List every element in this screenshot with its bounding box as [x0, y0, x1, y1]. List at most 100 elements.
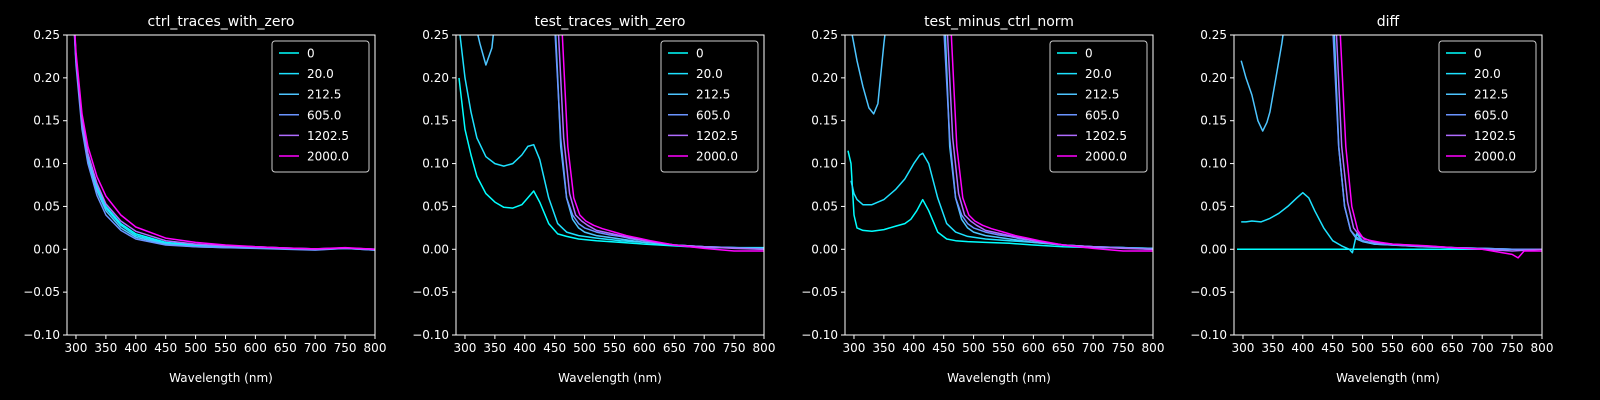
- y-tick-label: −0.10: [412, 328, 449, 342]
- axes-frame: [66, 34, 376, 336]
- legend-label: 1202.5: [696, 129, 738, 143]
- x-tick-label: 700: [1471, 341, 1494, 355]
- x-tick-label: 800: [1142, 341, 1165, 355]
- legend-label: 212.5: [307, 88, 341, 102]
- legend-label: 605.0: [696, 108, 730, 122]
- chart-panel-3: 300 350 400 450 500 550 600 650 700 750 800 −0.10 −0…: [801, 14, 1165, 385]
- y-tick-label: 0.05: [811, 199, 838, 213]
- y-tick-label: −0.10: [801, 328, 838, 342]
- y-tick-label: −0.10: [23, 328, 60, 342]
- x-tick-label: 450: [154, 341, 177, 355]
- x-tick-label: 300: [1232, 341, 1255, 355]
- legend: 0 20.0 212.5 605.0 1202.5 2000.0: [660, 40, 759, 173]
- series-line-4: [73, 35, 375, 251]
- legend-label: 605.0: [307, 108, 341, 122]
- x-tick-label: 350: [94, 341, 117, 355]
- chart-panel-1: 300 350 400 450 500 550 600 650 700 750 800 −0.10 −0…: [23, 14, 387, 385]
- x-tick-label: 550: [603, 341, 626, 355]
- x-tick-label: 800: [753, 341, 776, 355]
- x-axis-label: Wavelength (nm): [558, 371, 662, 385]
- y-tick-label: 0.00: [422, 242, 449, 256]
- y-tick-label: −0.10: [1190, 328, 1227, 342]
- plot-area: [1237, 35, 1542, 259]
- legend-label: 0: [1085, 47, 1093, 61]
- x-tick-label: 400: [124, 341, 147, 355]
- y-tick-label: 0.25: [811, 28, 838, 42]
- legend-label: 212.5: [1474, 88, 1508, 102]
- legend-label: 2000.0: [696, 150, 738, 164]
- chart-title: diff: [1377, 14, 1400, 30]
- x-tick-label: 300: [454, 341, 477, 355]
- x-tick-label: 600: [633, 341, 656, 355]
- series-line-5: [946, 35, 1153, 251]
- x-tick-label: 700: [1082, 341, 1105, 355]
- x-tick-label: 800: [1531, 341, 1554, 355]
- legend-label: 605.0: [1085, 108, 1119, 122]
- legend-label: 20.0: [696, 67, 723, 81]
- x-tick-label: 750: [1112, 341, 1135, 355]
- y-tick-label: 0.25: [422, 28, 449, 42]
- axes-frame: [1233, 34, 1543, 336]
- legend: 0 20.0 212.5 605.0 1202.5 2000.0: [271, 40, 370, 173]
- x-tick-label: 600: [1022, 341, 1045, 355]
- x-tick-label: 750: [723, 341, 746, 355]
- y-tick-label: 0.00: [811, 242, 838, 256]
- x-tick-label: 550: [992, 341, 1015, 355]
- legend-label: 2000.0: [1474, 150, 1516, 164]
- y-tick-label: −0.05: [23, 285, 60, 299]
- x-tick-label: 800: [364, 341, 387, 355]
- legend: 0 20.0 212.5 605.0 1202.5 2000.0: [1438, 40, 1537, 173]
- x-tick-label: 650: [274, 341, 297, 355]
- y-tick-label: −0.05: [1190, 285, 1227, 299]
- chart-title: test_minus_ctrl_norm: [924, 14, 1074, 30]
- chart-title: test_traces_with_zero: [535, 14, 686, 30]
- plot-area: [73, 35, 375, 251]
- series-line-5: [557, 35, 764, 251]
- series-line-1: [458, 77, 764, 250]
- x-tick-label: 450: [543, 341, 566, 355]
- legend-label: 605.0: [1474, 108, 1508, 122]
- x-tick-label: 700: [693, 341, 716, 355]
- x-tick-label: 700: [304, 341, 327, 355]
- x-tick-label: 350: [1261, 341, 1284, 355]
- y-tick-label: 0.00: [1200, 242, 1227, 256]
- chart-panel-4: 300 350 400 450 500 550 600 650 700 750 800 −0.10 −0…: [1190, 14, 1554, 385]
- series-line-6: [950, 35, 1153, 252]
- legend-label: 1202.5: [1085, 129, 1127, 143]
- x-tick-label: 400: [513, 341, 536, 355]
- y-tick-label: 0.10: [422, 157, 449, 171]
- series-line-1: [847, 150, 1153, 251]
- x-tick-label: 650: [1441, 341, 1464, 355]
- x-tick-label: 600: [244, 341, 267, 355]
- y-tick-label: −0.05: [412, 285, 449, 299]
- plot-area: [847, 35, 1153, 252]
- x-tick-label: 400: [1291, 341, 1314, 355]
- y-tick-label: 0.20: [1200, 71, 1227, 85]
- x-tick-label: 350: [872, 341, 895, 355]
- x-tick-label: 300: [65, 341, 88, 355]
- legend: 0 20.0 212.5 605.0 1202.5 2000.0: [1049, 40, 1148, 173]
- y-tick-label: 0.25: [33, 28, 60, 42]
- y-tick-label: 0.15: [811, 114, 838, 128]
- y-tick-label: 0.20: [33, 71, 60, 85]
- legend-label: 2000.0: [307, 150, 349, 164]
- y-tick-label: 0.05: [422, 199, 449, 213]
- x-tick-label: 650: [663, 341, 686, 355]
- x-tick-label: 650: [1052, 341, 1075, 355]
- plot-area: [458, 35, 764, 252]
- y-tick-label: 0.10: [811, 157, 838, 171]
- legend-label: 0: [696, 47, 704, 61]
- x-axis-label: Wavelength (nm): [169, 371, 273, 385]
- series-line-6: [561, 35, 764, 252]
- y-tick-label: 0.15: [422, 114, 449, 128]
- legend-label: 20.0: [307, 67, 334, 81]
- x-tick-label: 300: [843, 341, 866, 355]
- x-tick-label: 550: [214, 341, 237, 355]
- x-tick-label: 500: [1351, 341, 1374, 355]
- legend-label: 1202.5: [1474, 129, 1516, 143]
- y-tick-label: 0.25: [1200, 28, 1227, 42]
- y-tick-label: −0.05: [801, 285, 838, 299]
- x-tick-label: 500: [962, 341, 985, 355]
